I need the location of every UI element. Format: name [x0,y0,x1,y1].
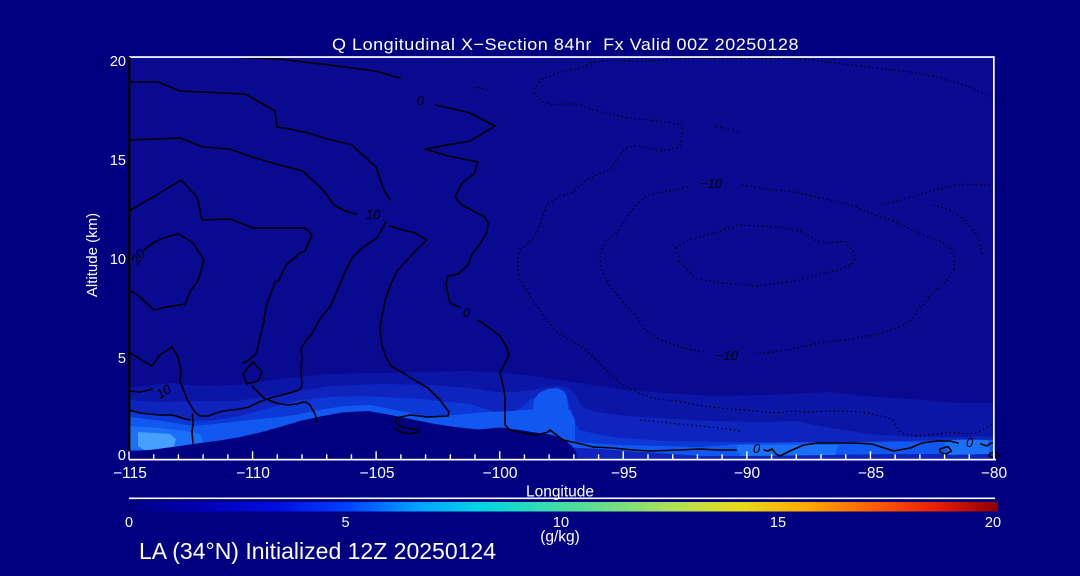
svg-text:0: 0 [463,305,471,320]
svg-text:10: 10 [366,207,381,222]
svg-text:−100: −100 [483,465,518,482]
svg-text:−95: −95 [611,465,637,482]
svg-text:10: 10 [110,252,126,268]
svg-text:5: 5 [341,515,349,531]
svg-text:−110: −110 [236,465,270,482]
svg-text:0: 0 [417,93,425,108]
svg-text:−80: −80 [981,465,1008,482]
svg-text:0: 0 [966,435,974,450]
svg-text:LA (34°N) Initialized 12Z 2025: LA (34°N) Initialized 12Z 20250124 [139,538,496,564]
svg-text:10: 10 [553,515,569,531]
svg-text:0: 0 [125,515,133,531]
svg-text:−115: −115 [113,465,147,482]
svg-text:−105: −105 [360,465,395,482]
svg-text:Q Longitudinal X−Section 84hr: Q Longitudinal X−Section 84hr Fx Valid 0… [332,35,799,54]
svg-text:15: 15 [110,153,126,169]
svg-text:20: 20 [110,54,126,70]
svg-text:(g/kg): (g/kg) [540,529,580,546]
svg-text:15: 15 [770,515,786,531]
svg-text:−85: −85 [858,465,884,482]
svg-text:0: 0 [118,448,126,464]
svg-text:20: 20 [985,515,1001,531]
svg-text:0: 0 [753,441,761,456]
svg-text:Altitude (km): Altitude (km) [84,213,101,297]
svg-text:−10: −10 [700,176,723,191]
svg-text:Longitude: Longitude [526,484,594,501]
svg-text:5: 5 [118,351,126,367]
svg-text:−90: −90 [734,465,761,482]
svg-text:−10: −10 [716,348,739,363]
